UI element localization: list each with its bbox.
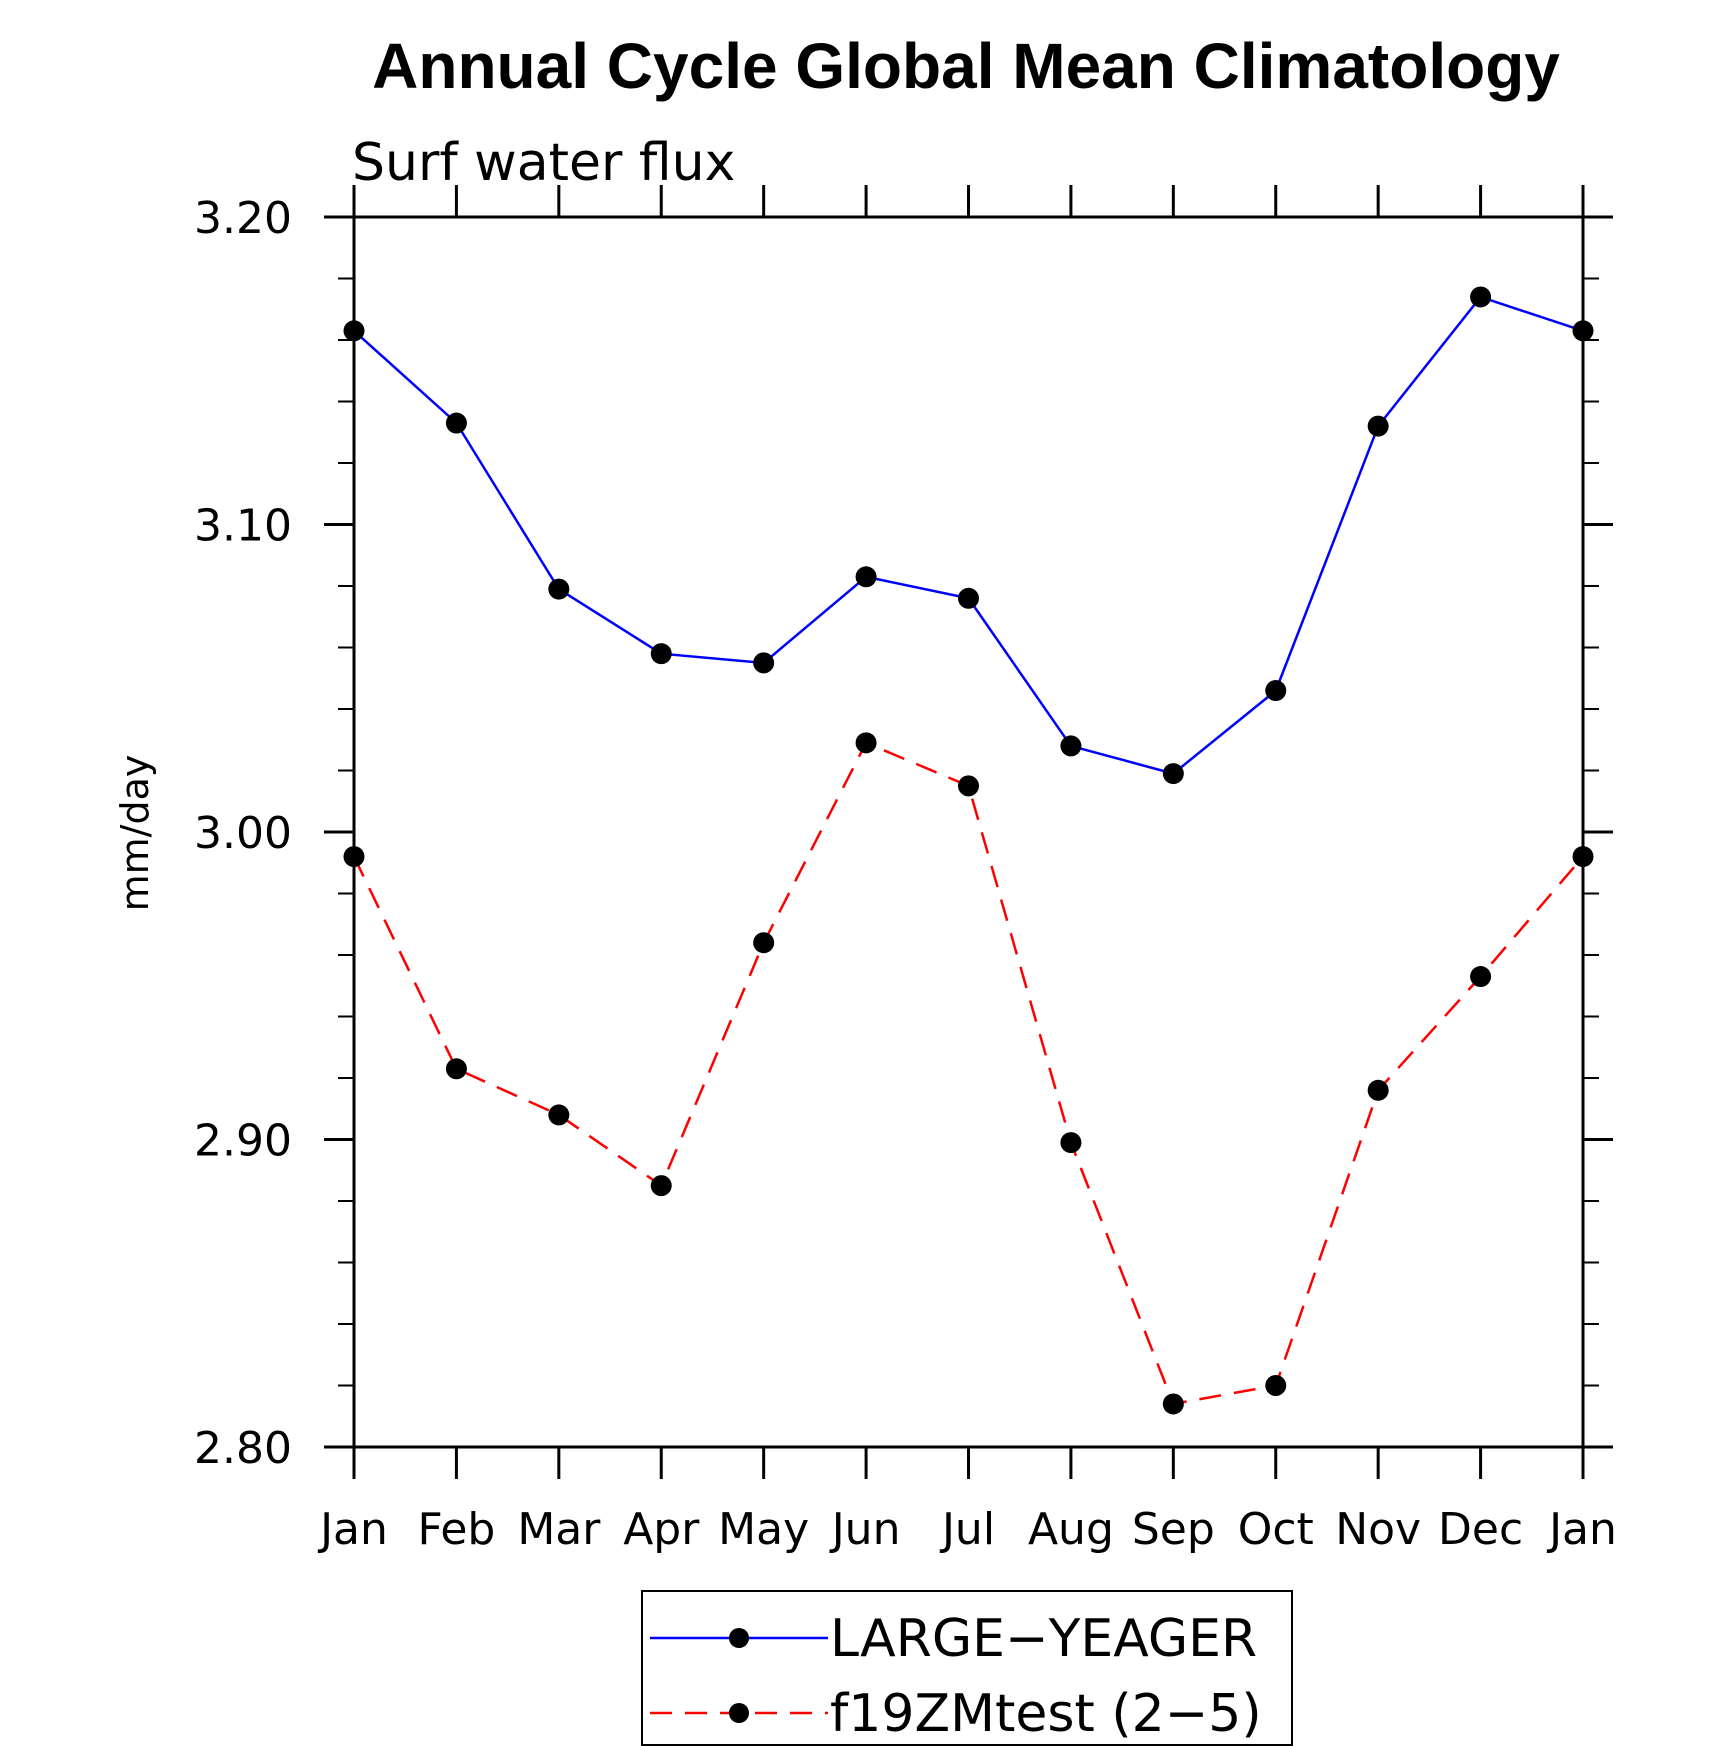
series-0-point: [650, 643, 672, 665]
series-1-point: [1265, 1375, 1287, 1396]
axes: Jan Feb Mar Apr May Jun Jul Aug Sep Oct Nov Dec Jan 2…: [194, 185, 1617, 1555]
chart-title: Annual Cycle Global Mean Climatology: [372, 30, 1560, 102]
legend-label-1: f19ZMtest (2−5): [830, 1684, 1262, 1744]
y-tick-label: 2.80: [194, 1423, 292, 1474]
series-1-point: [958, 775, 979, 797]
series-line-1: [352, 741, 1584, 1406]
x-tick-label: Oct: [1238, 1504, 1314, 1555]
series-0-point: [1367, 415, 1389, 437]
series-1-point: [753, 932, 775, 954]
series-1-point: [1470, 966, 1492, 988]
legend-marker-0: [729, 1628, 749, 1648]
series-0-point: [753, 652, 775, 674]
x-tick-label: Apr: [623, 1504, 700, 1555]
y-tick-label: 2.90: [194, 1116, 292, 1167]
y-axis-label: mm/day: [113, 755, 157, 912]
x-tick-label: Mar: [517, 1504, 601, 1555]
x-tick-label: Aug: [1028, 1504, 1114, 1555]
x-tick-label: Feb: [417, 1504, 495, 1555]
x-tick-label: Dec: [1438, 1504, 1523, 1555]
series-1-point: [548, 1104, 570, 1126]
series-1-point: [445, 1058, 467, 1080]
x-tick-label: Nov: [1335, 1504, 1421, 1555]
series-0-point: [1265, 680, 1287, 702]
legend: LARGE−YEAGER f19ZMtest (2−5): [641, 1590, 1293, 1746]
series-1-point: [1367, 1079, 1389, 1101]
series-0-point: [1060, 735, 1082, 757]
series-0-point: [958, 587, 979, 609]
series-0-point: [1572, 320, 1594, 342]
series-1-point: [855, 732, 877, 754]
legend-marker-1: [729, 1703, 749, 1723]
series-0-point: [855, 566, 877, 588]
x-tick-label: Jul: [939, 1504, 995, 1555]
series-0-point: [1162, 763, 1184, 785]
x-tick-label: Sep: [1132, 1504, 1215, 1555]
series-layer: [343, 286, 1594, 1415]
series-1-point: [343, 846, 365, 868]
y-tick-label: 3.20: [194, 193, 292, 244]
x-tick-label: Jan: [317, 1504, 388, 1555]
series-0-point: [343, 320, 365, 342]
series-1-point: [1162, 1393, 1184, 1415]
x-tick-label: Jan: [1546, 1504, 1617, 1555]
legend-box: [641, 1590, 1293, 1746]
series-1-point: [1572, 846, 1594, 868]
y-tick-label: 3.10: [194, 501, 292, 552]
series-1-point: [1060, 1132, 1082, 1154]
series-line-0: [353, 295, 1584, 775]
legend-label-0: LARGE−YEAGER: [830, 1609, 1257, 1669]
series-0-point: [1470, 286, 1492, 308]
series-1-point: [650, 1175, 672, 1197]
x-tick-label: Jun: [829, 1504, 901, 1555]
y-tick-label: 3.00: [194, 808, 292, 859]
series-0-point: [445, 412, 467, 434]
x-tick-label: May: [718, 1504, 809, 1555]
series-0-point: [548, 578, 570, 600]
chart-subtitle: Surf water flux: [352, 133, 735, 193]
